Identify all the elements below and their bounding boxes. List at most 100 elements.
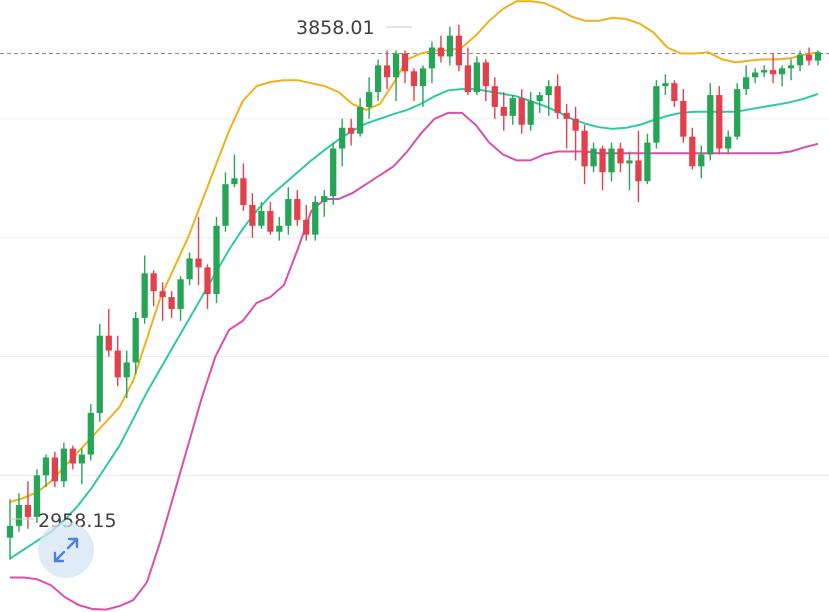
candle bbox=[545, 80, 552, 116]
candle-body bbox=[653, 86, 660, 143]
candle-body bbox=[392, 53, 400, 78]
candle-body bbox=[482, 62, 489, 87]
candle bbox=[590, 142, 597, 173]
candle bbox=[428, 41, 436, 84]
candle-body bbox=[491, 86, 498, 107]
candle bbox=[348, 118, 355, 146]
candle-body bbox=[689, 136, 696, 167]
candle bbox=[96, 323, 103, 422]
candle bbox=[518, 89, 525, 134]
candle bbox=[617, 142, 624, 173]
candle bbox=[500, 92, 507, 131]
candle-body bbox=[698, 154, 705, 167]
candle bbox=[312, 196, 319, 241]
candle bbox=[114, 335, 121, 387]
candle bbox=[491, 77, 498, 119]
candle-body bbox=[545, 86, 552, 96]
candle-body bbox=[51, 457, 59, 482]
candle bbox=[644, 133, 651, 185]
candle bbox=[473, 56, 480, 96]
candle bbox=[419, 65, 427, 107]
candle-body bbox=[15, 505, 23, 526]
candle-body bbox=[231, 178, 238, 185]
candle-body bbox=[60, 448, 68, 482]
candle-body bbox=[348, 127, 355, 134]
candle-body bbox=[707, 95, 714, 155]
candle bbox=[240, 163, 247, 211]
candle-body bbox=[312, 202, 319, 235]
candle-body bbox=[617, 148, 624, 164]
candle bbox=[653, 80, 660, 149]
candle bbox=[213, 216, 220, 304]
candle bbox=[383, 50, 391, 90]
candle bbox=[455, 24, 463, 72]
candle bbox=[401, 50, 409, 84]
candle bbox=[482, 59, 489, 102]
candle bbox=[581, 124, 588, 185]
candle bbox=[24, 481, 32, 529]
candle bbox=[105, 308, 112, 357]
candle bbox=[563, 103, 570, 149]
candle-body bbox=[554, 86, 561, 113]
candle-body bbox=[6, 525, 14, 538]
candle-body bbox=[105, 335, 112, 351]
candle-body bbox=[671, 83, 678, 102]
candle-body bbox=[572, 118, 579, 131]
candle bbox=[132, 311, 139, 375]
candle bbox=[78, 448, 85, 485]
candle-body bbox=[805, 54, 813, 61]
grid-lines bbox=[0, 118, 829, 476]
expand-chart-button[interactable] bbox=[38, 522, 94, 578]
candle-body bbox=[734, 89, 741, 137]
candle bbox=[734, 83, 741, 140]
candle bbox=[743, 65, 750, 96]
middle-band-line bbox=[9, 88, 819, 560]
candle bbox=[698, 145, 705, 179]
candle bbox=[527, 92, 534, 131]
candle-body bbox=[267, 210, 274, 232]
candle-body bbox=[787, 65, 795, 69]
candle bbox=[231, 154, 238, 188]
candle-body bbox=[42, 457, 50, 476]
candle bbox=[814, 50, 822, 66]
candle-body bbox=[725, 136, 732, 149]
candle bbox=[365, 77, 373, 119]
candle-body bbox=[249, 204, 256, 226]
candle-body bbox=[769, 70, 777, 75]
candle-body bbox=[213, 225, 220, 295]
candle bbox=[356, 98, 364, 137]
candle-body bbox=[204, 267, 211, 295]
candle bbox=[392, 50, 400, 102]
candle-body bbox=[590, 148, 597, 167]
candle-body bbox=[33, 475, 41, 517]
candle bbox=[725, 130, 732, 155]
candle bbox=[680, 89, 687, 143]
candle bbox=[778, 65, 786, 87]
candle bbox=[159, 282, 166, 321]
candle bbox=[87, 404, 94, 461]
candle bbox=[249, 193, 256, 238]
candle bbox=[60, 442, 68, 488]
candle-body bbox=[644, 142, 651, 182]
candle-body bbox=[581, 130, 588, 167]
candle bbox=[321, 190, 328, 217]
candle-body bbox=[258, 210, 265, 226]
candle bbox=[186, 252, 193, 286]
candle-body bbox=[240, 178, 247, 205]
candle bbox=[805, 47, 813, 66]
candle-body bbox=[177, 279, 184, 309]
candle-body bbox=[321, 196, 328, 203]
candle-body bbox=[150, 273, 157, 292]
candle-body bbox=[437, 47, 445, 57]
candle bbox=[150, 270, 157, 306]
candle bbox=[509, 95, 516, 125]
candle bbox=[752, 68, 759, 84]
candle-body bbox=[365, 92, 373, 107]
candle-body bbox=[374, 65, 382, 93]
candle-body bbox=[69, 448, 76, 464]
candles bbox=[6, 24, 822, 560]
candle-body bbox=[123, 362, 130, 378]
candle bbox=[69, 445, 76, 470]
candle bbox=[464, 47, 472, 96]
